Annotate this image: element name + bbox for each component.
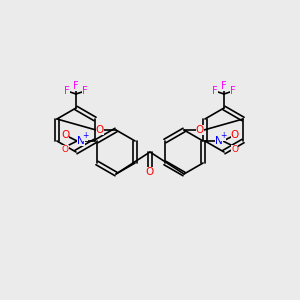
Text: O: O: [231, 145, 239, 154]
Text: N: N: [77, 136, 85, 146]
Text: O: O: [231, 130, 239, 140]
Text: O: O: [61, 130, 69, 140]
Text: F: F: [212, 86, 218, 96]
Text: F: F: [64, 86, 70, 96]
Text: F: F: [82, 86, 88, 96]
Text: O: O: [196, 125, 204, 135]
Text: +: +: [220, 131, 226, 140]
Text: F: F: [73, 81, 79, 91]
Text: O: O: [96, 125, 104, 135]
Text: O: O: [61, 145, 69, 154]
Text: +: +: [82, 131, 88, 140]
Text: N: N: [215, 136, 223, 146]
Text: F: F: [230, 86, 236, 96]
Text: F: F: [221, 81, 227, 91]
Text: O: O: [146, 167, 154, 177]
